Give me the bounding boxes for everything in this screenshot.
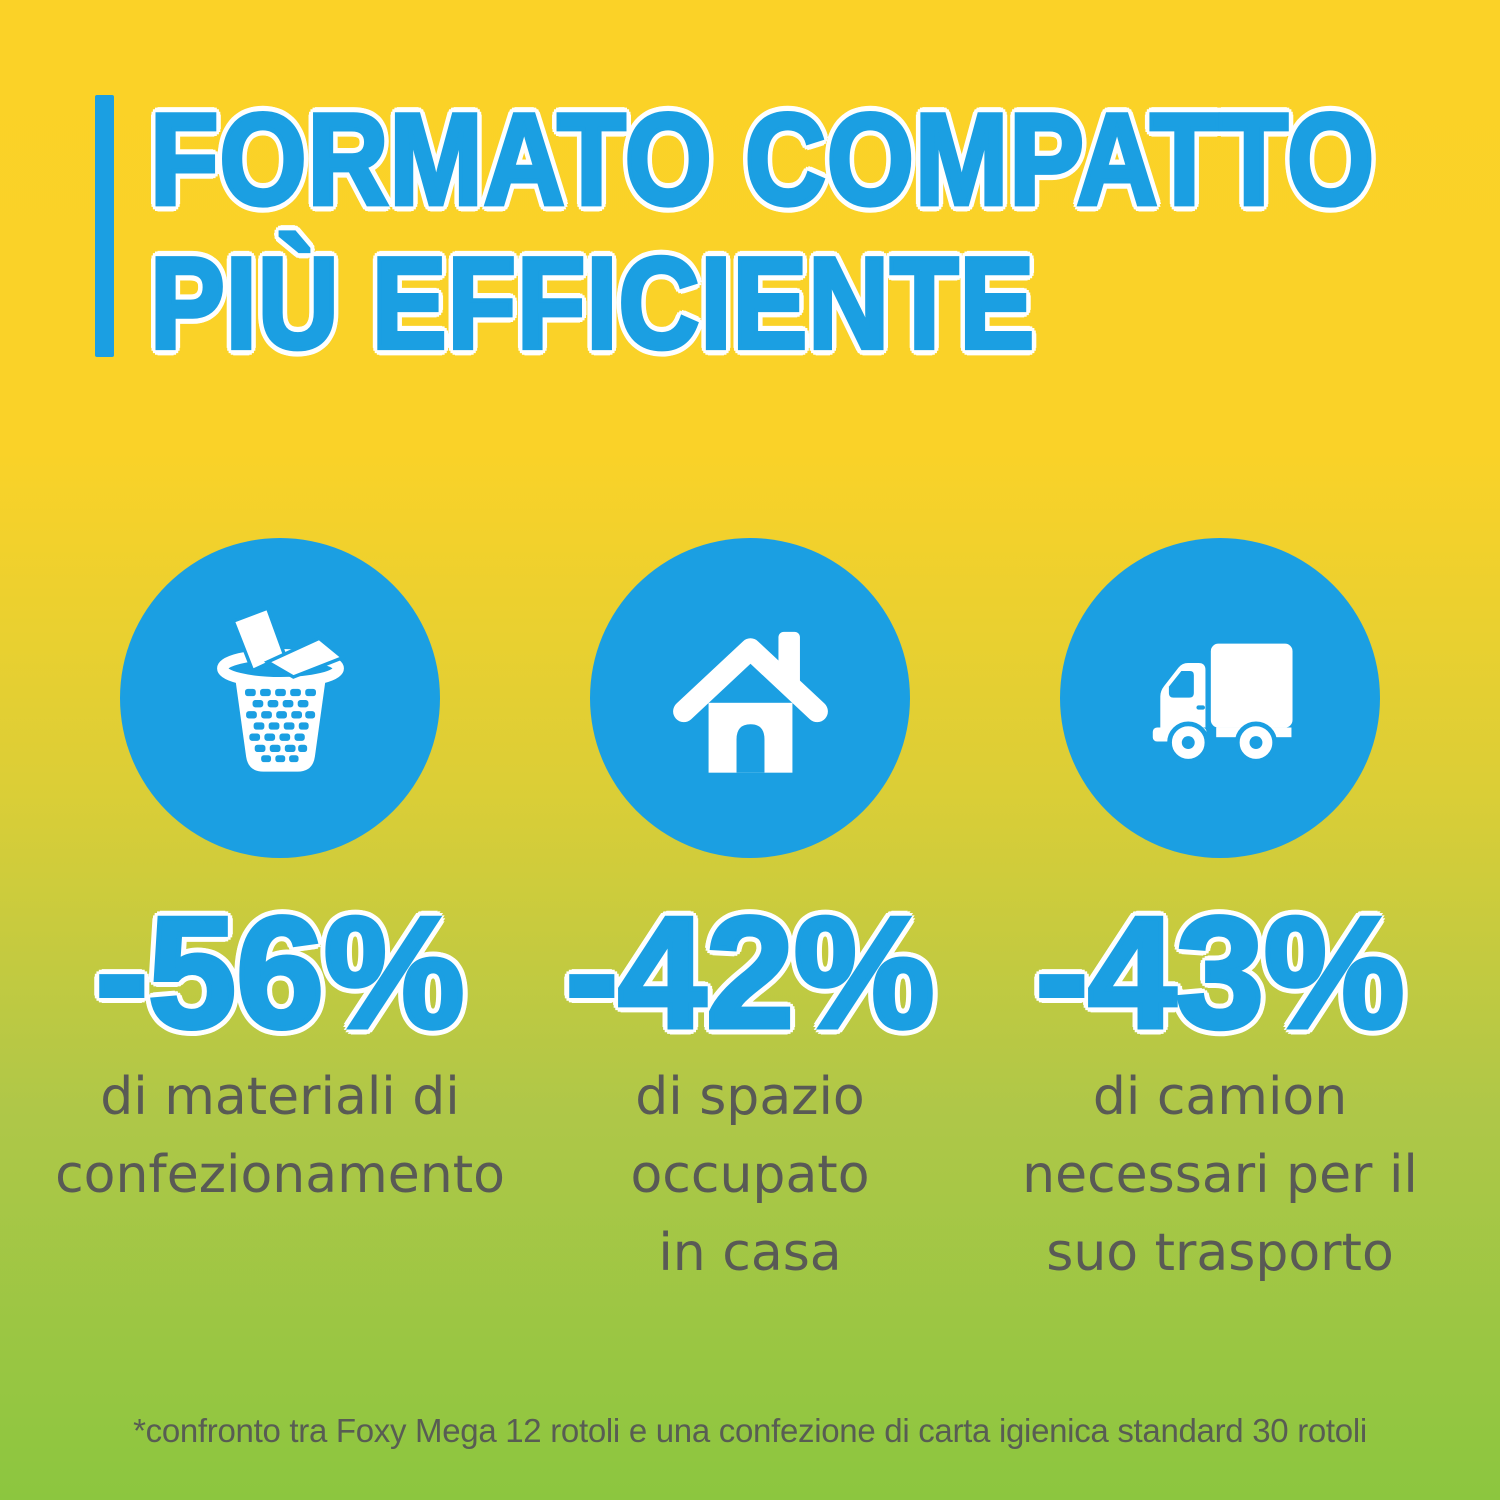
footnote: *confronto tra Foxy Mega 12 rotoli e una…: [133, 1412, 1367, 1449]
stat-transport: -43% di camion necessari per il suo tras…: [985, 538, 1455, 1292]
stat-label-packaging: di materiali di confezionamento: [55, 1067, 505, 1205]
stat-value-transport: -43%: [1033, 885, 1407, 1061]
stat-value-packaging: -56%: [93, 885, 467, 1061]
stats-row: -56% di materiali di confezionamento -42…: [45, 538, 1455, 1292]
waste-basket-icon: [120, 538, 440, 858]
title-line-1: FORMATO COMPATTO: [148, 85, 1376, 233]
stat-value-space: -42%: [563, 885, 937, 1061]
stat-label-transport: di camion necessari per il suo trasporto: [1022, 1067, 1418, 1283]
stat-packaging: -56% di materiali di confezionamento: [45, 538, 515, 1292]
truck-icon: [1060, 538, 1380, 858]
house-icon: [590, 538, 910, 858]
page-title: FORMATO COMPATTO PIÙ EFFICIENTE: [148, 85, 1376, 377]
stat-label-space: di spazio occupato in casa: [630, 1067, 870, 1283]
title-accent-bar: [95, 95, 114, 357]
title-line-2: PIÙ EFFICIENTE: [148, 229, 1036, 377]
stat-space: -42% di spazio occupato in casa: [515, 538, 985, 1292]
